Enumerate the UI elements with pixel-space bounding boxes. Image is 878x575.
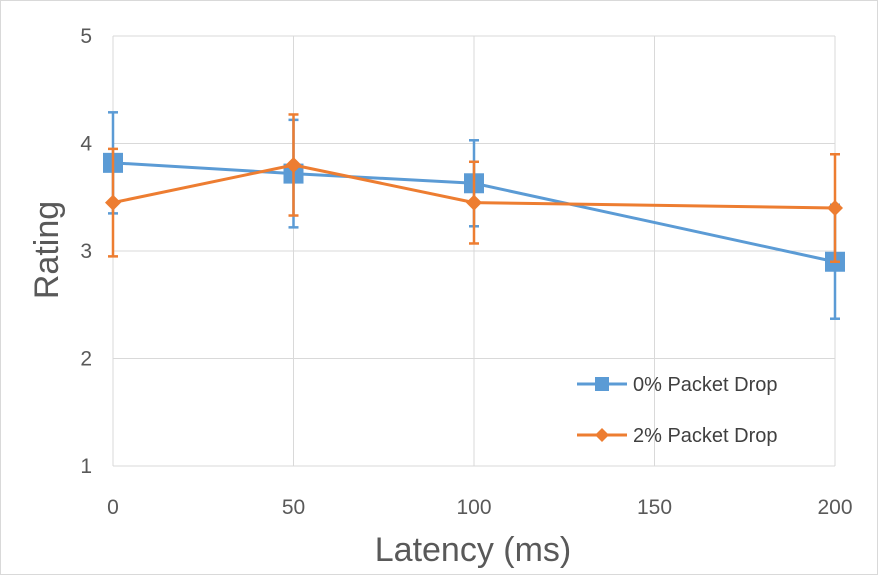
legend-marker	[595, 428, 609, 442]
y-tick-label: 5	[80, 25, 92, 48]
y-tick-label: 1	[80, 455, 92, 478]
x-tick-label: 150	[637, 496, 672, 519]
series-line	[112, 163, 836, 210]
x-tick-labels: 0 50 100 150 200	[107, 496, 852, 519]
series-group	[103, 111, 845, 320]
x-tick-label: 50	[282, 496, 305, 519]
legend-marker	[595, 377, 609, 391]
y-tick-label: 2	[80, 348, 92, 371]
legend-item-0: 0% Packet Drop	[577, 374, 778, 396]
data-point	[466, 194, 482, 211]
data-point	[285, 157, 302, 173]
y-axis-title: Rating	[28, 201, 66, 299]
legend-label: 0% Packet Drop	[633, 374, 778, 396]
legend-item-1: 2% Packet Drop	[577, 425, 778, 447]
legend-label: 2% Packet Drop	[633, 425, 778, 447]
x-tick-label: 0	[107, 496, 119, 519]
x-axis-title: Latency (ms)	[375, 531, 572, 569]
x-tick-label: 100	[456, 496, 491, 519]
legend: 0% Packet Drop 2% Packet Drop	[577, 374, 778, 447]
y-tick-labels: 1 2 3 4 5	[80, 25, 92, 478]
data-point	[105, 194, 121, 211]
x-tick-label: 200	[817, 496, 852, 519]
y-tick-label: 3	[80, 240, 92, 263]
series-line	[112, 161, 836, 264]
data-point	[827, 200, 843, 216]
series-1	[105, 113, 843, 263]
y-tick-label: 4	[80, 133, 92, 156]
